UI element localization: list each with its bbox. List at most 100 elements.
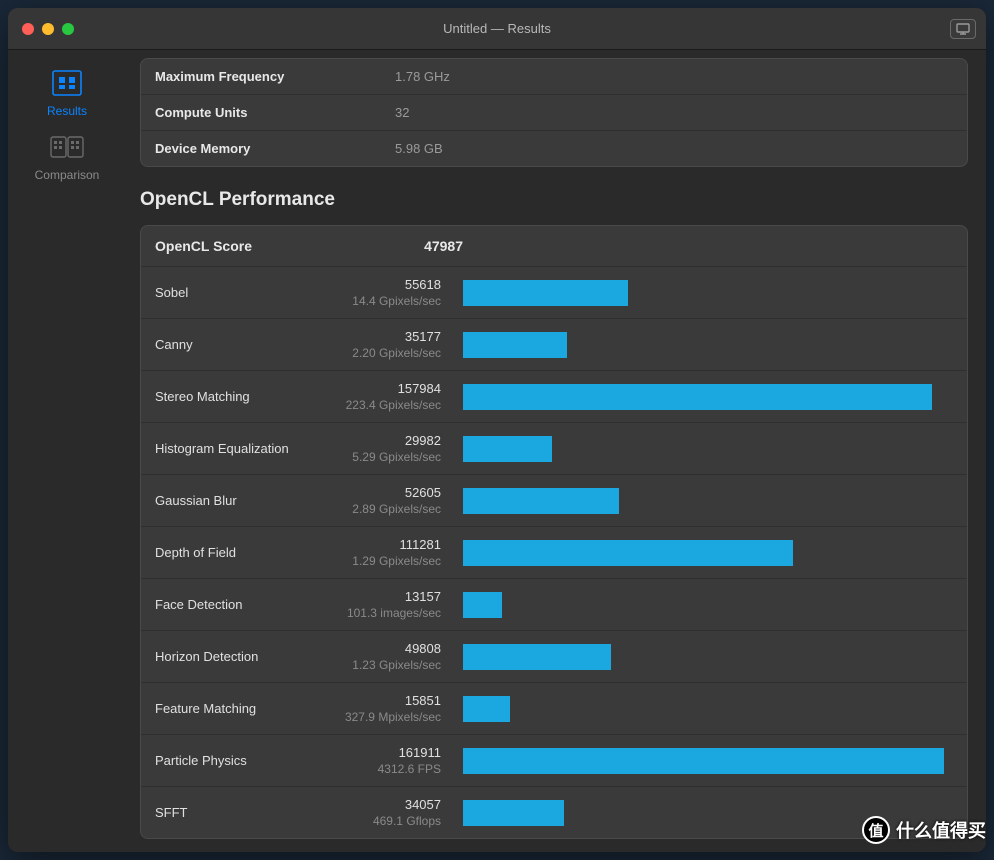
perf-score-value: 35177 <box>315 329 441 344</box>
spec-value: 1.78 GHz <box>395 69 450 84</box>
score-header-value: 47987 <box>388 238 463 254</box>
titlebar: Untitled — Results <box>8 8 986 50</box>
watermark: 值 什么值得买 <box>854 812 994 848</box>
perf-test-name: Feature Matching <box>155 701 315 716</box>
perf-test-name: Gaussian Blur <box>155 493 315 508</box>
perf-test-name: SFFT <box>155 805 315 820</box>
perf-bar <box>463 280 628 306</box>
perf-score-sub: 101.3 images/sec <box>315 606 441 620</box>
perf-score-column: 29982 5.29 Gpixels/sec <box>315 433 463 464</box>
perf-bar <box>463 644 611 670</box>
perf-test-name: Stereo Matching <box>155 389 315 404</box>
results-icon <box>51 69 83 97</box>
perf-score-value: 157984 <box>315 381 441 396</box>
comparison-icon <box>50 134 84 160</box>
spec-value: 32 <box>395 105 409 120</box>
presentation-icon <box>956 23 970 35</box>
perf-row: Face Detection13157101.3 images/sec <box>141 579 967 631</box>
perf-bar-track <box>463 540 953 566</box>
perf-score-sub: 1.29 Gpixels/sec <box>315 554 441 568</box>
section-title: OpenCL Performance <box>140 189 968 211</box>
presentation-button[interactable] <box>950 19 976 39</box>
perf-bar-track <box>463 488 953 514</box>
perf-score-sub: 1.23 Gpixels/sec <box>315 658 441 672</box>
perf-row: Sobel55618 14.4 Gpixels/sec <box>141 267 967 319</box>
perf-score-sub: 4312.6 FPS <box>315 762 441 776</box>
sidebar-item-results[interactable]: Results <box>27 68 107 118</box>
perf-score-value: 29982 <box>315 433 441 448</box>
perf-score-column: 55618 14.4 Gpixels/sec <box>315 277 463 308</box>
perf-bar-track <box>463 280 953 306</box>
score-header-row: OpenCL Score 47987 <box>141 226 967 267</box>
perf-score-column: 35177 2.20 Gpixels/sec <box>315 329 463 360</box>
perf-bar-track <box>463 332 953 358</box>
perf-score-value: 111281 <box>315 537 441 552</box>
perf-score-sub: 469.1 Gflops <box>315 814 441 828</box>
perf-test-name: Depth of Field <box>155 545 315 560</box>
perf-score-sub: 2.20 Gpixels/sec <box>315 346 441 360</box>
spec-row: Device Memory5.98 GB <box>141 131 967 166</box>
perf-bar-track <box>463 436 953 462</box>
spec-row: Maximum Frequency1.78 GHz <box>141 59 967 95</box>
perf-bar-track <box>463 592 953 618</box>
perf-score-column: 157984 223.4 Gpixels/sec <box>315 381 463 412</box>
perf-test-name: Horizon Detection <box>155 649 315 664</box>
perf-score-sub: 5.29 Gpixels/sec <box>315 450 441 464</box>
perf-test-name: Particle Physics <box>155 753 315 768</box>
perf-bar-track <box>463 644 953 670</box>
perf-score-sub: 14.4 Gpixels/sec <box>315 294 441 308</box>
perf-row: Histogram Equalization29982 5.29 Gpixels/… <box>141 423 967 475</box>
perf-bar <box>463 696 510 722</box>
perf-row: Gaussian Blur52605 2.89 Gpixels/sec <box>141 475 967 527</box>
sidebar-item-comparison[interactable]: Comparison <box>27 132 107 182</box>
perf-bar-track <box>463 384 953 410</box>
perf-score-sub: 223.4 Gpixels/sec <box>315 398 441 412</box>
maximize-button[interactable] <box>62 23 74 35</box>
perf-row: Depth of Field111281 1.29 Gpixels/sec <box>141 527 967 579</box>
perf-score-column: 1619114312.6 FPS <box>315 745 463 776</box>
sidebar: Results <box>8 50 126 852</box>
perf-bar <box>463 592 502 618</box>
perf-row: Horizon Detection498081.23 Gpixels/sec <box>141 631 967 683</box>
perf-row: Feature Matching15851 327.9 Mpixels/sec <box>141 683 967 735</box>
sidebar-item-label: Comparison <box>35 168 100 182</box>
perf-test-name: Canny <box>155 337 315 352</box>
spec-label: Compute Units <box>155 105 395 120</box>
device-specs-panel: Maximum Frequency1.78 GHz Compute Units32… <box>140 58 968 167</box>
perf-score-sub: 2.89 Gpixels/sec <box>315 502 441 516</box>
minimize-button[interactable] <box>42 23 54 35</box>
perf-score-value: 55618 <box>315 277 441 292</box>
perf-bar <box>463 436 552 462</box>
app-window: Untitled — Results <box>8 8 986 852</box>
perf-score-column: 13157101.3 images/sec <box>315 589 463 620</box>
perf-bar-track <box>463 748 953 774</box>
perf-row: SFFT34057 469.1 Gflops <box>141 787 967 838</box>
perf-score-value: 52605 <box>315 485 441 500</box>
window-title: Untitled — Results <box>8 21 986 36</box>
close-button[interactable] <box>22 23 34 35</box>
perf-test-name: Sobel <box>155 285 315 300</box>
perf-bar <box>463 332 567 358</box>
perf-score-column: 498081.23 Gpixels/sec <box>315 641 463 672</box>
perf-row: Stereo Matching157984 223.4 Gpixels/sec <box>141 371 967 423</box>
perf-score-column: 52605 2.89 Gpixels/sec <box>315 485 463 516</box>
perf-test-name: Histogram Equalization <box>155 441 315 456</box>
perf-test-name: Face Detection <box>155 597 315 612</box>
perf-bar <box>463 384 932 410</box>
perf-bar <box>463 488 619 514</box>
spec-value: 5.98 GB <box>395 141 443 156</box>
sidebar-item-label: Results <box>47 104 87 118</box>
watermark-text: 什么值得买 <box>896 817 986 843</box>
performance-panel: OpenCL Score 47987 Sobel55618 14.4 Gpixel… <box>140 225 968 839</box>
perf-bar-track <box>463 696 953 722</box>
perf-score-sub: 327.9 Mpixels/sec <box>315 710 441 724</box>
score-header-label: OpenCL Score <box>155 238 388 254</box>
perf-row: Canny35177 2.20 Gpixels/sec <box>141 319 967 371</box>
perf-bar <box>463 540 793 566</box>
perf-score-value: 15851 <box>315 693 441 708</box>
perf-score-column: 15851 327.9 Mpixels/sec <box>315 693 463 724</box>
main-content[interactable]: Maximum Frequency1.78 GHzCompute Units32… <box>126 50 986 852</box>
perf-score-value: 34057 <box>315 797 441 812</box>
spec-label: Device Memory <box>155 141 395 156</box>
perf-bar <box>463 748 944 774</box>
